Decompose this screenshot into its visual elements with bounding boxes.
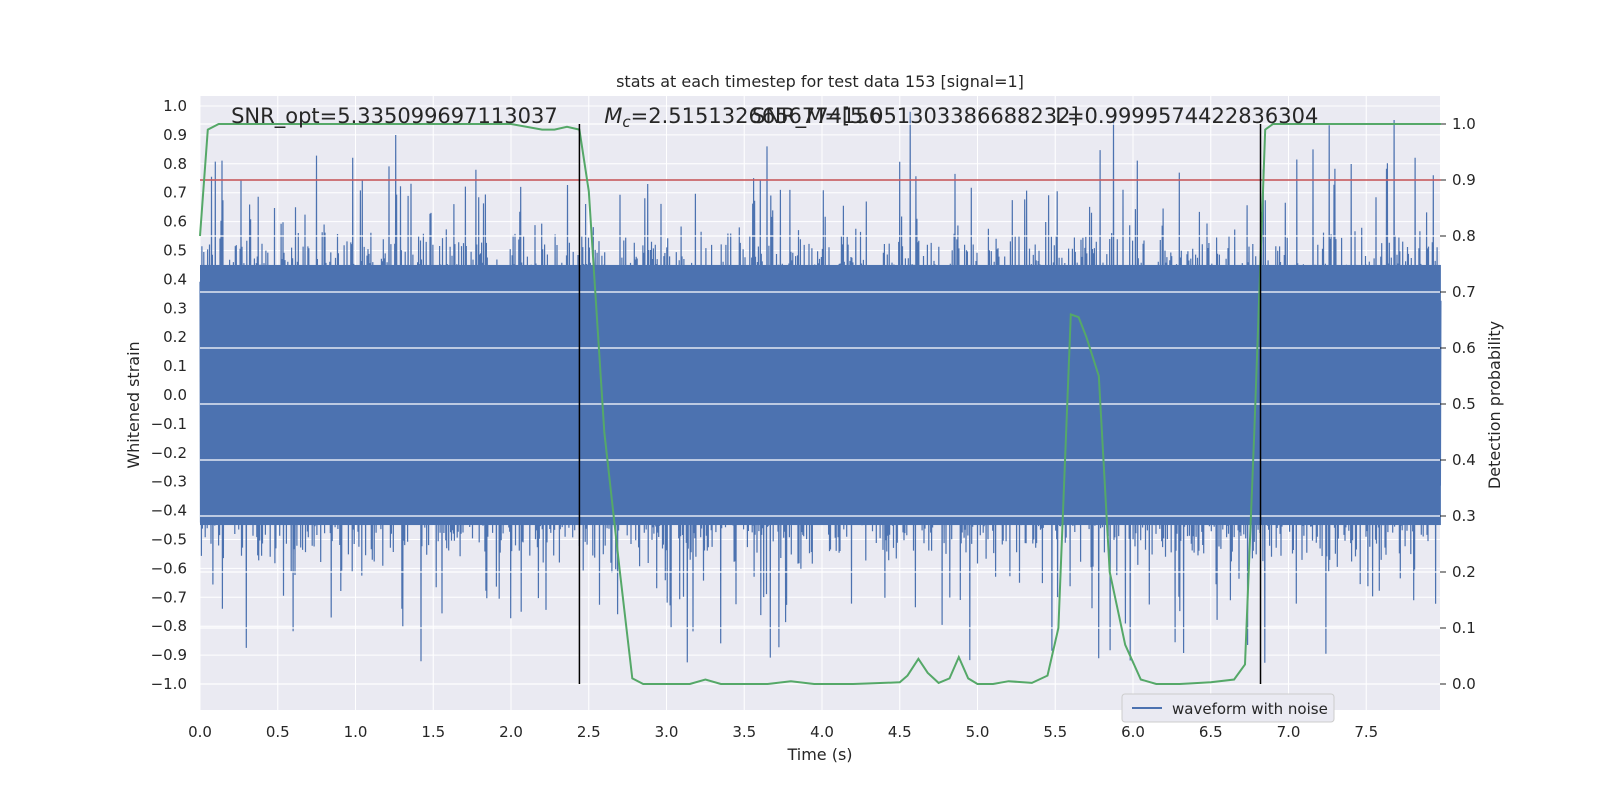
y2-tick-label: 0.5 <box>1452 395 1476 413</box>
y-tick-label: 0.5 <box>163 242 187 260</box>
y-tick-label: 0.1 <box>163 357 187 375</box>
y-tick-label: 0.6 <box>163 213 187 231</box>
waveform-core <box>200 264 1441 526</box>
y-tick-label: 0.4 <box>163 270 187 288</box>
waveform-series <box>199 111 1442 663</box>
y2-axis-label: Detection probability <box>1485 321 1504 489</box>
annotation-text: SNR_M=[5.051303386688232] <box>752 104 1079 129</box>
x-tick-label: 3.5 <box>732 723 756 741</box>
x-tick-label: 5.5 <box>1043 723 1067 741</box>
x-tick-label: 7.0 <box>1277 723 1301 741</box>
y-tick-label: 0.8 <box>163 155 187 173</box>
detection-probability-line <box>199 123 1441 685</box>
y2-tick-label: 0.4 <box>1452 451 1476 469</box>
y2-tick-label: 0.2 <box>1452 563 1476 581</box>
x-tick-label: 1.5 <box>421 723 445 741</box>
legend: waveform with noise <box>1121 693 1335 723</box>
y2-tick-label: 0.7 <box>1452 283 1476 301</box>
legend-label: waveform with noise <box>1172 700 1328 718</box>
y-tick-label: 1.0 <box>163 97 187 115</box>
x-tick-label: 2.0 <box>499 723 523 741</box>
x-tick-label: 3.0 <box>655 723 679 741</box>
y2-tick-labels: 1.0 0.9 0.8 0.7 0.6 0.5 0.4 0.3 0.2 0.1 0.0 <box>1440 115 1476 693</box>
y-tick-label: −0.6 <box>151 559 187 577</box>
legend-box <box>1121 693 1335 723</box>
y2-tick-label: 0.3 <box>1452 507 1476 525</box>
annotation-text: SNR_opt=5.335099697113037 <box>231 104 558 129</box>
x-tick-label: 0.5 <box>266 723 290 741</box>
y-tick-label: 0.9 <box>163 126 187 144</box>
x-tick-label: 0.0 <box>188 723 212 741</box>
y-tick-label: −0.8 <box>151 617 187 635</box>
y2-tick-label: 0.8 <box>1452 227 1476 245</box>
y2-tick-label: 0.6 <box>1452 339 1476 357</box>
y2-tick-label: 0.0 <box>1452 675 1476 693</box>
y-tick-label: −0.1 <box>151 415 187 433</box>
vertical-markers <box>578 124 1262 684</box>
x-tick-label: 4.5 <box>888 723 912 741</box>
x-tick-label: 6.0 <box>1121 723 1145 741</box>
y-tick-label: 0.2 <box>163 328 187 346</box>
y-tick-label: −0.9 <box>151 646 187 664</box>
x-tick-label: 5.0 <box>966 723 990 741</box>
y-tick-label: −0.2 <box>151 444 187 462</box>
x-tick-label: 6.5 <box>1199 723 1223 741</box>
y-tick-label: 0.0 <box>163 386 187 404</box>
y2-tick-label: 1.0 <box>1452 115 1476 133</box>
y2-tick-label: 0.1 <box>1452 619 1476 637</box>
y2-tick-label: 0.9 <box>1452 171 1476 189</box>
y-tick-label: −0.7 <box>151 588 187 606</box>
annotations: SNR_opt=5.335099697113037 Mc=2.5151326656… <box>231 104 1318 131</box>
y-tick-label: −0.4 <box>151 502 187 520</box>
y-tick-labels: 1.0 0.9 0.8 0.7 0.6 0.5 0.4 0.3 0.2 0.1 0.0 −0.1 −0.… <box>151 97 187 693</box>
y-tick-label: −0.5 <box>151 531 187 549</box>
x-tick-label: 2.5 <box>577 723 601 741</box>
x-axis-label: Time (s) <box>786 745 852 764</box>
y-tick-label: −1.0 <box>151 675 187 693</box>
annotation-text: Mc=2.5151326656774156 <box>604 104 882 131</box>
chart-title: stats at each timestep for test data 153… <box>616 72 1024 91</box>
y-tick-label: 0.3 <box>163 299 187 317</box>
y-axis-label: Whitened strain <box>124 341 143 468</box>
x-tick-labels: 0.0 0.5 1.0 1.5 2.0 2.5 3.0 3.5 4.0 4.5 5.0 5.5 6.0 6… <box>188 723 1378 741</box>
y-tick-label: −0.3 <box>151 473 187 491</box>
annotation-text: L=0.9999574422836304 <box>1055 104 1318 128</box>
x-tick-label: 4.0 <box>810 723 834 741</box>
x-tick-label: 1.0 <box>344 723 368 741</box>
y-tick-label: 0.7 <box>163 184 187 202</box>
x-tick-label: 7.5 <box>1354 723 1378 741</box>
probability-series <box>199 123 1441 685</box>
